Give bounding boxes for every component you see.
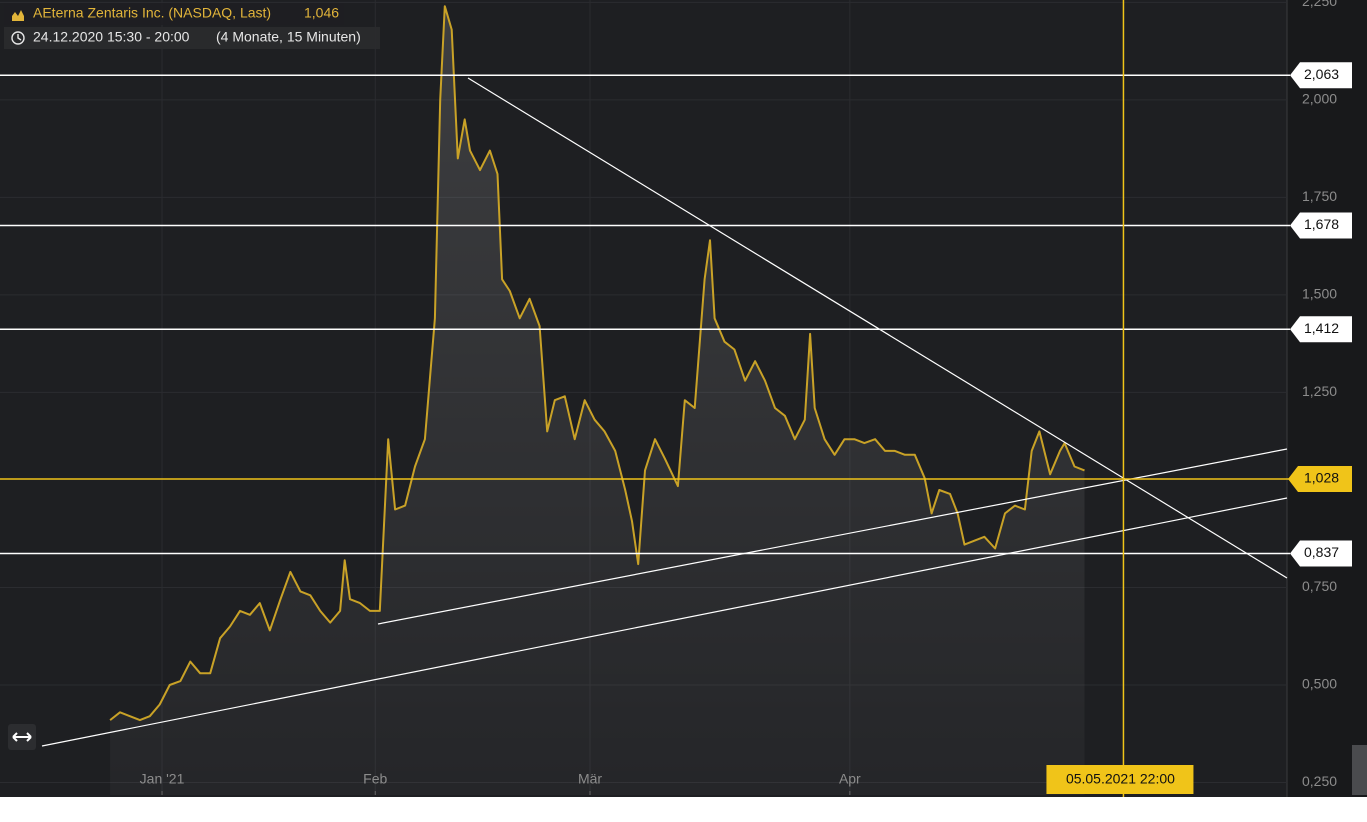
y-tick-label: 1,750: [1302, 188, 1337, 204]
level-tag: [1290, 212, 1352, 239]
footer: [0, 797, 1367, 822]
y-tick-label: 0,500: [1302, 676, 1337, 692]
plot: [109, 5, 1085, 795]
level-tag: [1290, 316, 1352, 343]
x-tick-label: Mär: [578, 771, 602, 787]
chart-title: AEterna Zentaris Inc. (NASDAQ, Last): [33, 5, 271, 21]
y-tick-label: 1,250: [1302, 383, 1337, 399]
crosshair-y-label: 1,028: [1304, 470, 1339, 486]
level-label: 1,412: [1304, 320, 1339, 336]
last-value: 1,046: [304, 5, 339, 21]
y-tick-label: 0,750: [1302, 578, 1337, 594]
period-box: [4, 27, 380, 49]
x-tick-label: Feb: [363, 771, 387, 787]
trend-line: [41, 497, 1288, 747]
period: (4 Monate, 15 Minuten): [216, 29, 361, 45]
y-tick-label: 0,250: [1302, 773, 1337, 789]
level-tag: [1290, 540, 1352, 567]
crosshair-y-tag: [1288, 466, 1352, 493]
crosshair-x-tag: [1046, 765, 1194, 794]
overlay: 2,063 1,678 1,412 0,837 1,028 05.05.2021 22:0…: [0, 0, 1352, 797]
level-label: 2,063: [1304, 66, 1339, 82]
subtitle: 24.12.2020 15:30 - 20:00: [33, 29, 190, 45]
level-tag: [1290, 62, 1352, 89]
scrollbar[interactable]: [1352, 745, 1367, 795]
y-tick-label: 2,000: [1302, 91, 1337, 107]
area: [110, 6, 1085, 795]
pan-icon: [12, 732, 32, 742]
level-label: 1,678: [1304, 216, 1339, 232]
y-tick-label: 2,250: [1302, 0, 1337, 9]
trend-line: [377, 448, 1288, 625]
header-box: [4, 3, 344, 25]
crosshair-x-label: 05.05.2021 22:00: [1066, 771, 1175, 787]
y-tick-label: 1,500: [1302, 286, 1337, 302]
level-label: 0,837: [1304, 544, 1339, 560]
clock-hands: [17, 34, 22, 41]
x-tick-label: Jan '21: [140, 771, 185, 787]
clock-icon: [11, 31, 25, 45]
price-line: [109, 5, 1085, 722]
axis-background: [1287, 0, 1367, 797]
x-tick-label: Apr: [839, 771, 861, 787]
chart-icon: [12, 10, 24, 21]
trend-line: [467, 77, 1288, 579]
